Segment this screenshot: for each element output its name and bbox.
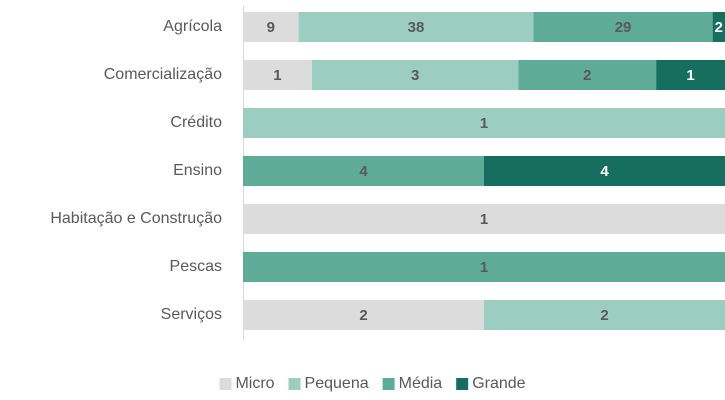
data-label: 1	[480, 115, 488, 132]
legend-swatch	[219, 378, 232, 390]
legend-swatch	[456, 378, 469, 390]
data-label: 1	[686, 67, 694, 84]
category-label: Ensino	[173, 162, 222, 179]
bar-segment	[712, 12, 725, 42]
bar-segment	[484, 156, 725, 186]
category-label: Comercialização	[104, 66, 222, 83]
bar-segment	[243, 60, 312, 90]
data-label: 4	[600, 163, 609, 180]
data-label: 29	[615, 19, 632, 36]
bar-segment	[243, 252, 725, 282]
data-label: 38	[408, 19, 425, 36]
legend-swatch	[288, 378, 301, 390]
data-label: 2	[600, 307, 608, 324]
data-label: 3	[411, 67, 419, 84]
category-label: Agrícola	[163, 18, 222, 35]
legend-label: Grande	[472, 375, 525, 392]
bar-segment	[243, 12, 299, 42]
data-label: 2	[359, 307, 367, 324]
legend-swatch	[382, 378, 395, 390]
legend-label: Média	[399, 375, 443, 392]
data-label: 9	[267, 19, 275, 36]
bar-segment	[533, 12, 713, 42]
bar-segment	[298, 12, 534, 42]
data-label: 4	[359, 163, 368, 180]
bar-segment	[311, 60, 519, 90]
bar-segment	[243, 300, 484, 330]
bar-segment	[518, 60, 657, 90]
legend-label: Micro	[235, 375, 274, 392]
legend-label: Pequena	[305, 375, 369, 392]
category-label: Crédito	[170, 114, 222, 131]
bar-segment	[243, 204, 725, 234]
category-label: Habitação e Construção	[50, 210, 222, 227]
data-label: 1	[480, 259, 488, 276]
bar-segment	[243, 156, 484, 186]
bar-segment	[484, 300, 725, 330]
data-label: 2	[715, 19, 723, 36]
category-label: Serviços	[161, 306, 222, 323]
data-label: 2	[583, 67, 591, 84]
data-label: 1	[480, 211, 488, 228]
bar-segment	[656, 60, 725, 90]
category-label: Pescas	[170, 258, 222, 275]
data-label: 1	[273, 67, 281, 84]
bar-segment	[243, 108, 725, 138]
